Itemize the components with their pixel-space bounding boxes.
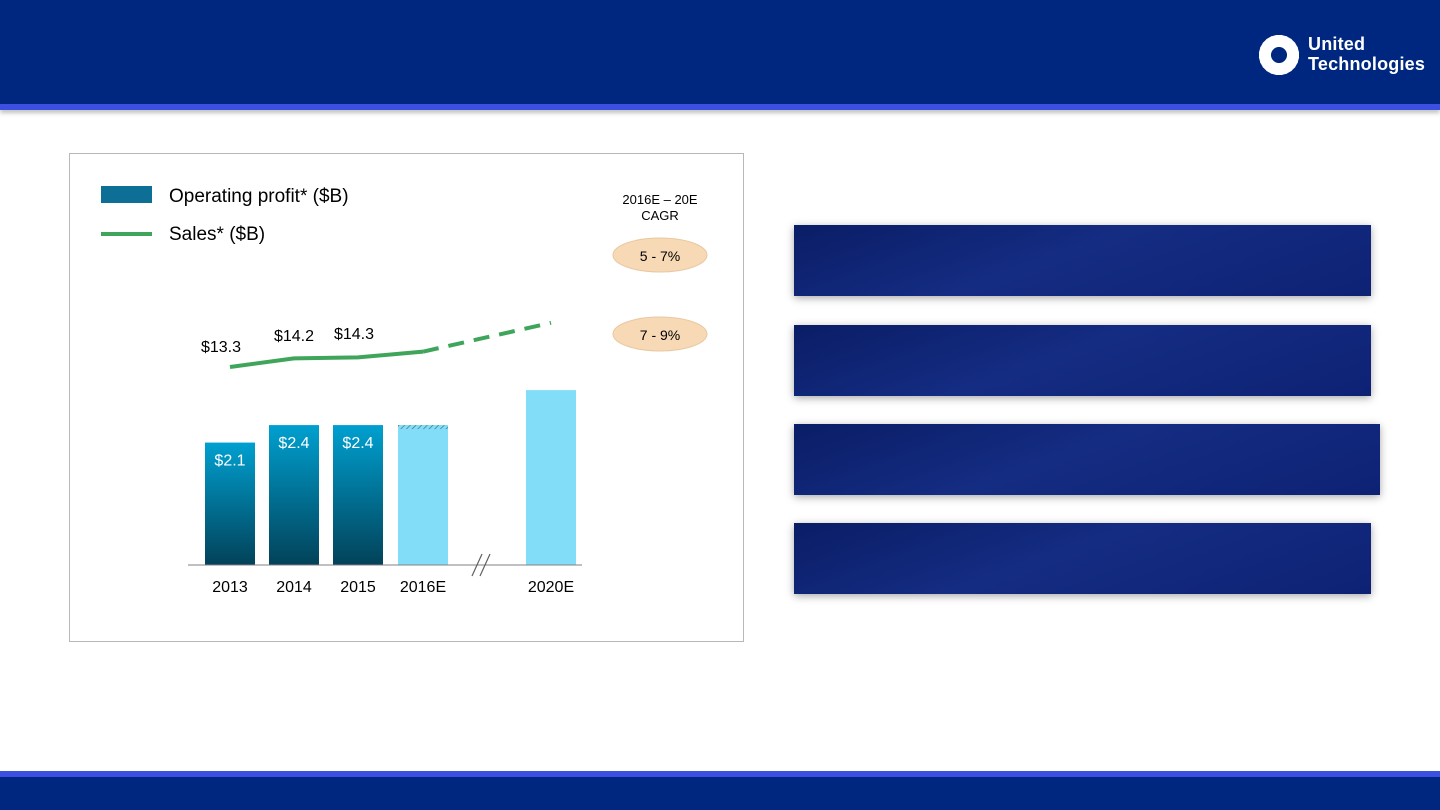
profit-bar-label: $2.4 [278, 435, 309, 452]
logo-ray [1281, 36, 1292, 49]
sales-line-projected [422, 320, 552, 354]
cagr-bubble-sales [612, 237, 708, 273]
sales-line-actual [229, 349, 424, 369]
content-panel-4 [794, 523, 1371, 594]
legend-label-sales: Sales* ($B) [169, 224, 265, 245]
sales-data-label: $14.2 [274, 328, 314, 345]
x-tick-label: 2013 [212, 579, 248, 596]
axis-break-mark [479, 553, 491, 577]
content-panel-2 [794, 325, 1371, 396]
logo-ray [1279, 34, 1288, 48]
footer-bar [0, 777, 1440, 810]
profit-bar-2020E [526, 390, 576, 565]
logo-line-2: Technologies [1308, 54, 1426, 74]
profit-bar-2016E [398, 425, 448, 565]
operating-profit-sales-chart: $2.1 $2.4 $2.4 2013 2014 2015 2016E 2020E $13.3 $… [101, 186, 708, 596]
x-tick-label: 2020E [528, 579, 574, 596]
cagr-value-sales: 5 - 7% [640, 248, 680, 264]
profit-bar-2013 [205, 442, 255, 565]
profit-bar-2014 [269, 425, 319, 565]
logo-ray [1283, 59, 1296, 72]
logo-ray [1286, 55, 1300, 64]
logo-ray [1266, 61, 1277, 74]
sales-data-label: $13.3 [201, 339, 241, 356]
profit-bar-label: $2.1 [214, 453, 245, 470]
united-technologies-logo: United Technologies [1258, 34, 1428, 76]
logo-ray [1260, 57, 1273, 68]
logo-ray [1258, 46, 1272, 55]
logo-wordmark: United Technologies [1308, 34, 1425, 74]
logo-ray [1270, 62, 1279, 76]
profit-bar-2015 [333, 425, 383, 565]
logo-ray [1285, 42, 1298, 53]
cagr-header-line-1: 2016E – 20E [622, 192, 698, 207]
x-tick-label: 2014 [276, 579, 312, 596]
profit-bar-hatch-2016E [398, 425, 448, 430]
sales-data-label: $14.3 [334, 326, 374, 343]
logo-ray [1281, 61, 1292, 74]
logo-ray [1270, 34, 1279, 48]
content-panel-3 [794, 424, 1380, 495]
axis-break-mark [471, 553, 483, 577]
footer-accent-stripe [0, 771, 1440, 777]
logo-ray [1285, 57, 1298, 68]
logo-ray [1262, 38, 1275, 51]
cagr-header-line-2: CAGR [641, 208, 679, 223]
profit-bar-label: $2.4 [342, 435, 373, 452]
cagr-bubble-profit [612, 316, 708, 352]
logo-ray [1266, 36, 1277, 49]
legend-label-operating-profit: Operating profit* ($B) [169, 186, 349, 207]
chart-panel: $2.1 $2.4 $2.4 2013 2014 2015 2016E 2020E $13.3 $… [69, 153, 744, 642]
cagr-value-profit: 7 - 9% [640, 327, 680, 343]
logo-ray [1283, 38, 1296, 51]
content-panel-1 [794, 225, 1371, 296]
logo-ray [1262, 59, 1275, 72]
x-tick-label: 2016E [400, 579, 446, 596]
legend-swatch-operating-profit [101, 186, 152, 203]
sunburst-icon [1258, 34, 1300, 76]
logo-line-1: United [1308, 34, 1366, 54]
header-accent-stripe [0, 104, 1440, 110]
header-bar: United Technologies [0, 0, 1440, 104]
logo-ray [1260, 42, 1273, 53]
x-tick-label: 2015 [340, 579, 376, 596]
